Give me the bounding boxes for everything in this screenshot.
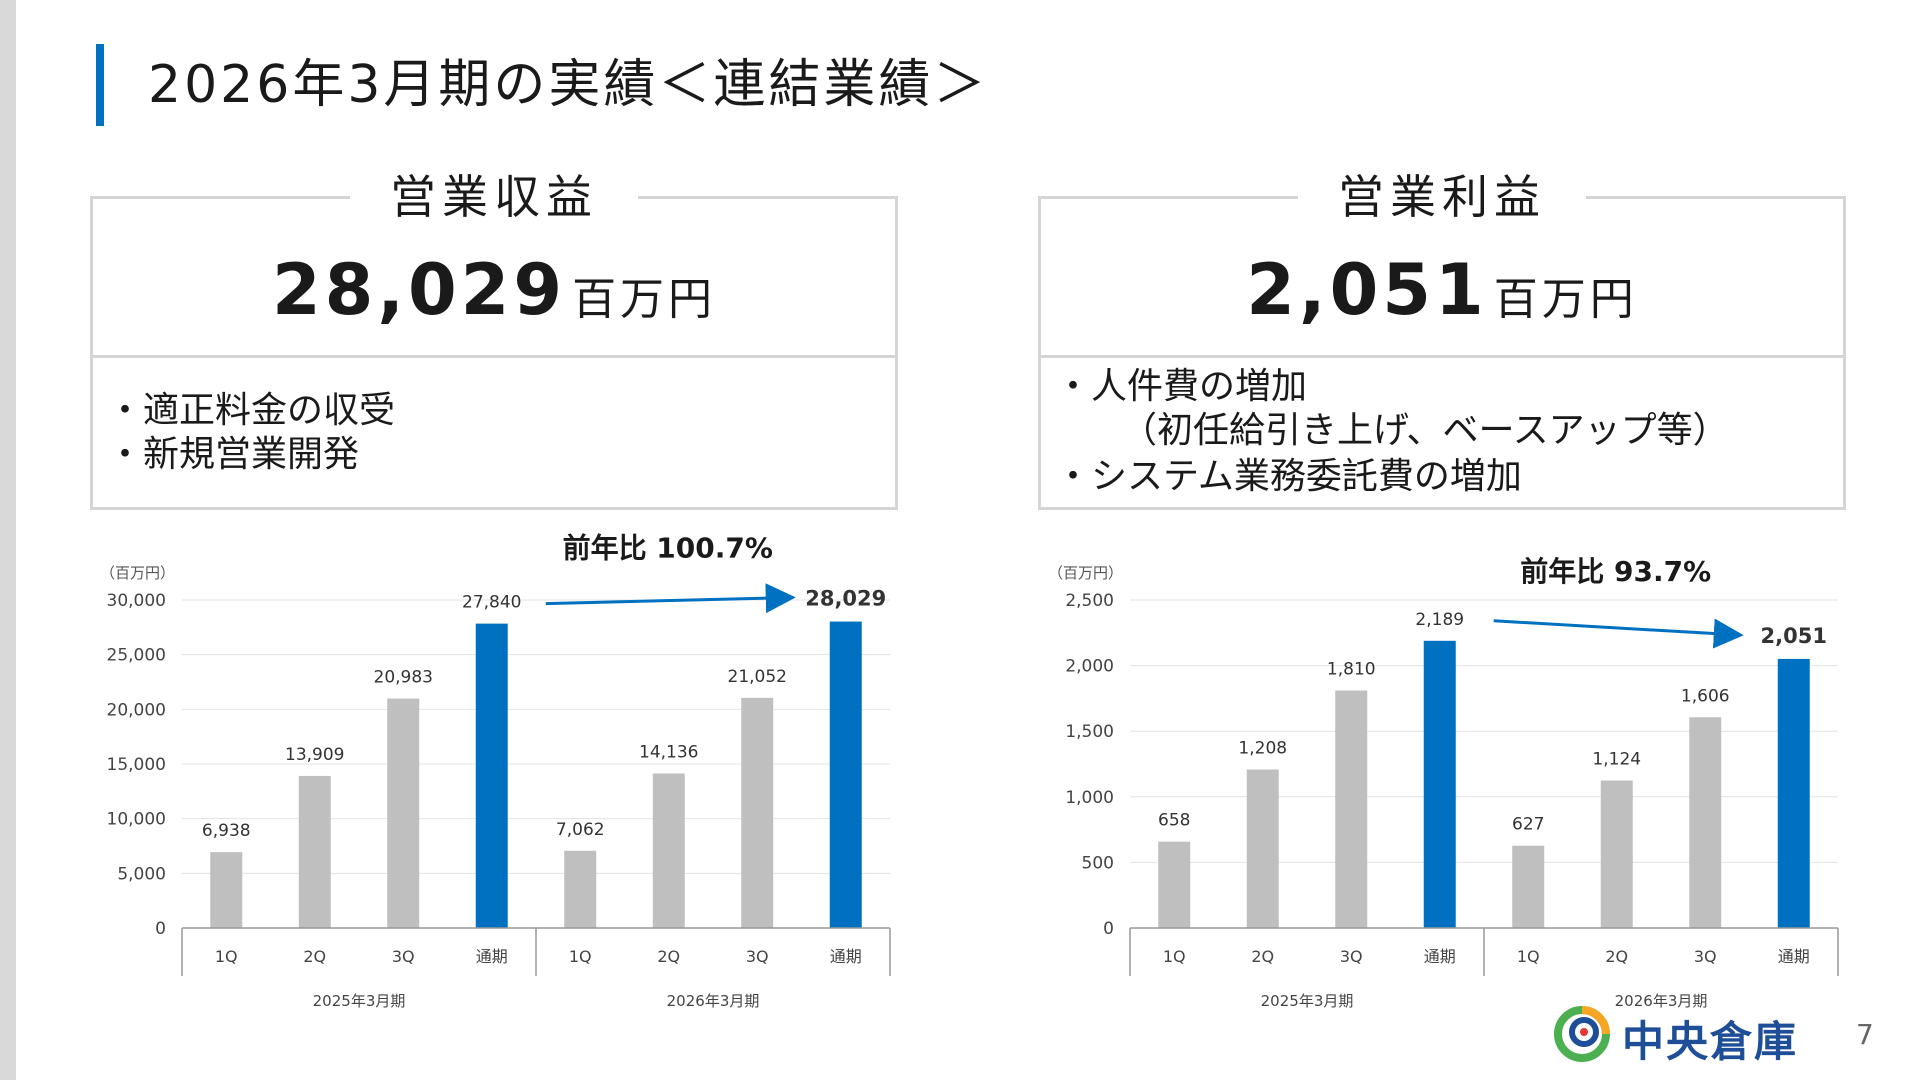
profit-summary: 営業利益 2,051 百万円 <box>1041 159 1843 358</box>
y-tick-label: 25,000 <box>107 646 166 666</box>
bar <box>475 623 508 928</box>
x-tick-label: 3Q <box>392 947 415 966</box>
data-label: 1,208 <box>1238 739 1287 759</box>
bar <box>1335 690 1368 928</box>
revenue-unit: 百万円 <box>572 274 717 325</box>
bar <box>387 698 420 928</box>
y-tick-label: 2,000 <box>1065 657 1114 677</box>
revenue-bullet: ・適正料金の収受 <box>107 390 396 431</box>
group-label: 2025年3月期 <box>313 992 406 1010</box>
bar <box>1246 769 1279 928</box>
yoy-label: 前年比 100.7% <box>563 532 773 565</box>
data-label: 1,810 <box>1327 660 1376 680</box>
bar <box>652 773 685 928</box>
company-logo: 中央倉庫 <box>1552 1002 1796 1068</box>
x-tick-label: 2Q <box>1251 947 1274 966</box>
data-label: 21,052 <box>728 667 787 687</box>
y-tick-label: 5,000 <box>117 864 166 884</box>
yoy-label: 前年比 93.7% <box>1520 555 1711 588</box>
x-tick-label: 1Q <box>1163 947 1186 966</box>
data-label: 27,840 <box>462 593 521 613</box>
data-label: 2,051 <box>1761 624 1827 648</box>
data-label: 14,136 <box>639 742 698 762</box>
x-tick-label: 2Q <box>657 947 680 966</box>
bar <box>829 621 862 928</box>
revenue-panel: 営業収益 28,029 百万円 ・適正料金の収受 ・新規営業開発 <box>90 159 898 510</box>
x-tick-label: 3Q <box>746 947 769 966</box>
x-tick-label: 通期 <box>1424 947 1456 966</box>
title-accent-bar <box>96 44 104 126</box>
data-label: 658 <box>1158 811 1190 831</box>
profit-panel: 営業利益 2,051 百万円 ・人件費の増加 （初任給引き上げ、ベースアップ等） … <box>1038 159 1846 510</box>
revenue-summary: 営業収益 28,029 百万円 <box>93 159 895 358</box>
profit-heading: 営業利益 <box>1298 159 1586 235</box>
y-tick-label: 1,500 <box>1065 722 1114 742</box>
x-tick-label: 通期 <box>830 947 862 966</box>
bar <box>1689 717 1722 928</box>
data-label: 13,909 <box>285 745 344 765</box>
y-tick-label: 30,000 <box>107 591 166 611</box>
logo-mark-icon <box>1554 1006 1610 1062</box>
group-label: 2026年3月期 <box>667 992 760 1010</box>
profit-chart-svg: （百万円） 0 500 1,000 1,500 2,000 2,500 658 1Q 1,208 2… <box>1048 555 1839 1010</box>
bar <box>298 775 331 928</box>
x-tick-label: 通期 <box>1778 947 1810 966</box>
profit-bullet: ・人件費の増加 <box>1055 366 1308 407</box>
profit-value: 2,051 <box>1246 249 1488 331</box>
bar <box>1512 845 1545 928</box>
y-tick-label: 1,000 <box>1065 788 1114 808</box>
group-label: 2025年3月期 <box>1261 992 1354 1010</box>
x-tick-label: 2Q <box>1605 947 1628 966</box>
revenue-heading: 営業収益 <box>350 159 638 235</box>
bar <box>210 852 243 928</box>
bar <box>741 697 774 928</box>
data-label: 6,938 <box>202 821 251 841</box>
x-tick-label: 1Q <box>215 947 238 966</box>
y-tick-label: 10,000 <box>107 810 166 830</box>
logo-text: 中央倉庫 <box>1622 1017 1799 1066</box>
bar <box>1600 780 1633 928</box>
unit-label: （百万円） <box>100 564 175 582</box>
page-title: 2026年3月期の実績＜連結業績＞ <box>148 55 989 115</box>
y-tick-label: 20,000 <box>107 700 166 720</box>
bar <box>1158 841 1191 928</box>
y-tick-label: 500 <box>1082 853 1114 873</box>
data-label: 1,124 <box>1592 750 1641 770</box>
data-label: 20,983 <box>374 668 433 688</box>
profit-unit: 百万円 <box>1493 274 1638 325</box>
revenue-value: 28,029 <box>271 249 567 331</box>
y-tick-label: 2,500 <box>1065 591 1114 611</box>
bar <box>1423 640 1456 928</box>
data-label: 627 <box>1512 815 1544 835</box>
x-tick-label: 通期 <box>476 947 508 966</box>
left-edge-strip <box>0 0 16 1080</box>
profit-bullet: ・システム業務委託費の増加 <box>1055 456 1522 497</box>
y-tick-label: 0 <box>155 919 166 939</box>
profit-bullet: （初任給引き上げ、ベースアップ等） <box>1121 410 1729 451</box>
x-tick-label: 1Q <box>1517 947 1540 966</box>
revenue-chart-svg: （百万円） 0 5,000 10,000 15,000 20,000 25,000 30,00… <box>100 532 891 1010</box>
profit-chart: （百万円） 0 500 1,000 1,500 2,000 2,500 658 1Q 1,208 2… <box>1038 528 1858 1018</box>
bar <box>1777 658 1810 928</box>
data-label: 7,062 <box>556 820 605 840</box>
x-tick-label: 1Q <box>569 947 592 966</box>
yoy-arrow <box>545 583 796 614</box>
y-tick-label: 0 <box>1103 919 1114 939</box>
unit-label: （百万円） <box>1048 564 1123 582</box>
data-label: 28,029 <box>805 587 886 611</box>
x-tick-label: 2Q <box>303 947 326 966</box>
revenue-factors: ・適正料金の収受 ・新規営業開発 <box>93 358 895 507</box>
revenue-chart: （百万円） 0 5,000 10,000 15,000 20,000 25,000 30,00… <box>90 528 910 1018</box>
yoy-arrow <box>1493 618 1744 649</box>
group-label: 2026年3月期 <box>1615 992 1708 1010</box>
page-number: 7 <box>1856 1018 1874 1051</box>
revenue-bullet: ・新規営業開発 <box>107 434 360 475</box>
x-tick-label: 3Q <box>1694 947 1717 966</box>
profit-factors: ・人件費の増加 （初任給引き上げ、ベースアップ等） ・システム業務委託費の増加 <box>1041 358 1843 507</box>
bar <box>564 850 597 928</box>
x-tick-label: 3Q <box>1340 947 1363 966</box>
data-label: 1,606 <box>1681 686 1730 706</box>
y-tick-label: 15,000 <box>107 755 166 775</box>
data-label: 2,189 <box>1415 610 1464 630</box>
